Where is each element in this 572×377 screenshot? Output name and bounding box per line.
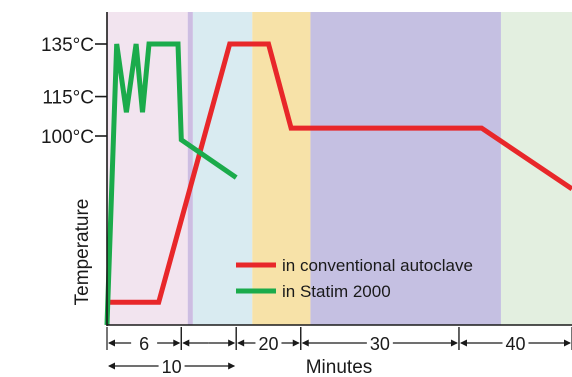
duration-arrow-left <box>459 339 467 347</box>
duration-marker-6: 10 <box>108 357 236 377</box>
phase-bands <box>107 12 572 325</box>
legend: in conventional autoclave in Statim 2000 <box>236 256 473 301</box>
series-line-1 <box>107 41 572 305</box>
duration-markers: 6 20 30 40 10 <box>106 327 572 377</box>
duration-marker-2 <box>180 327 237 350</box>
duration-arrow-right <box>292 339 300 347</box>
phase-band-2 <box>187 12 193 325</box>
legend-label-2: in Statim 2000 <box>282 282 391 301</box>
duration-arrow-left <box>237 339 245 347</box>
y-tick-label-1: 135°C <box>41 35 94 56</box>
duration-marker-1: 6 <box>106 327 182 354</box>
y-axis-title: Temperature <box>72 199 93 306</box>
duration-arrow-right <box>564 339 571 347</box>
duration-arrow-right <box>228 362 236 370</box>
duration-label: 20 <box>258 334 278 354</box>
y-tick-label-2: 115°C <box>42 88 94 109</box>
duration-arrow-left <box>182 339 190 347</box>
duration-marker-3: 20 <box>235 327 302 354</box>
duration-arrow-right <box>450 339 458 347</box>
phase-band-6 <box>500 12 572 325</box>
duration-arrow-left <box>108 362 115 370</box>
duration-arrow-right <box>173 339 181 347</box>
legend-label-1: in conventional autoclave <box>282 256 473 275</box>
duration-marker-5: 40 <box>458 327 572 354</box>
duration-arrow-left <box>108 339 115 347</box>
duration-marker-4: 30 <box>300 327 460 354</box>
duration-label: 6 <box>139 334 149 354</box>
x-axis-title: Minutes <box>306 357 373 377</box>
phase-band-5 <box>310 12 501 325</box>
duration-label: 30 <box>370 334 390 354</box>
phase-band-4 <box>252 12 311 325</box>
duration-label: 10 <box>162 357 182 377</box>
duration-arrow-left <box>301 339 309 347</box>
duration-label: 40 <box>505 334 525 354</box>
series-lines <box>104 41 572 326</box>
series-line-2 <box>104 41 238 326</box>
duration-arrow-right <box>228 339 236 347</box>
y-tick-label-3: 100°C <box>41 127 94 148</box>
axes: 135°C 115°C 100°C <box>41 12 572 326</box>
